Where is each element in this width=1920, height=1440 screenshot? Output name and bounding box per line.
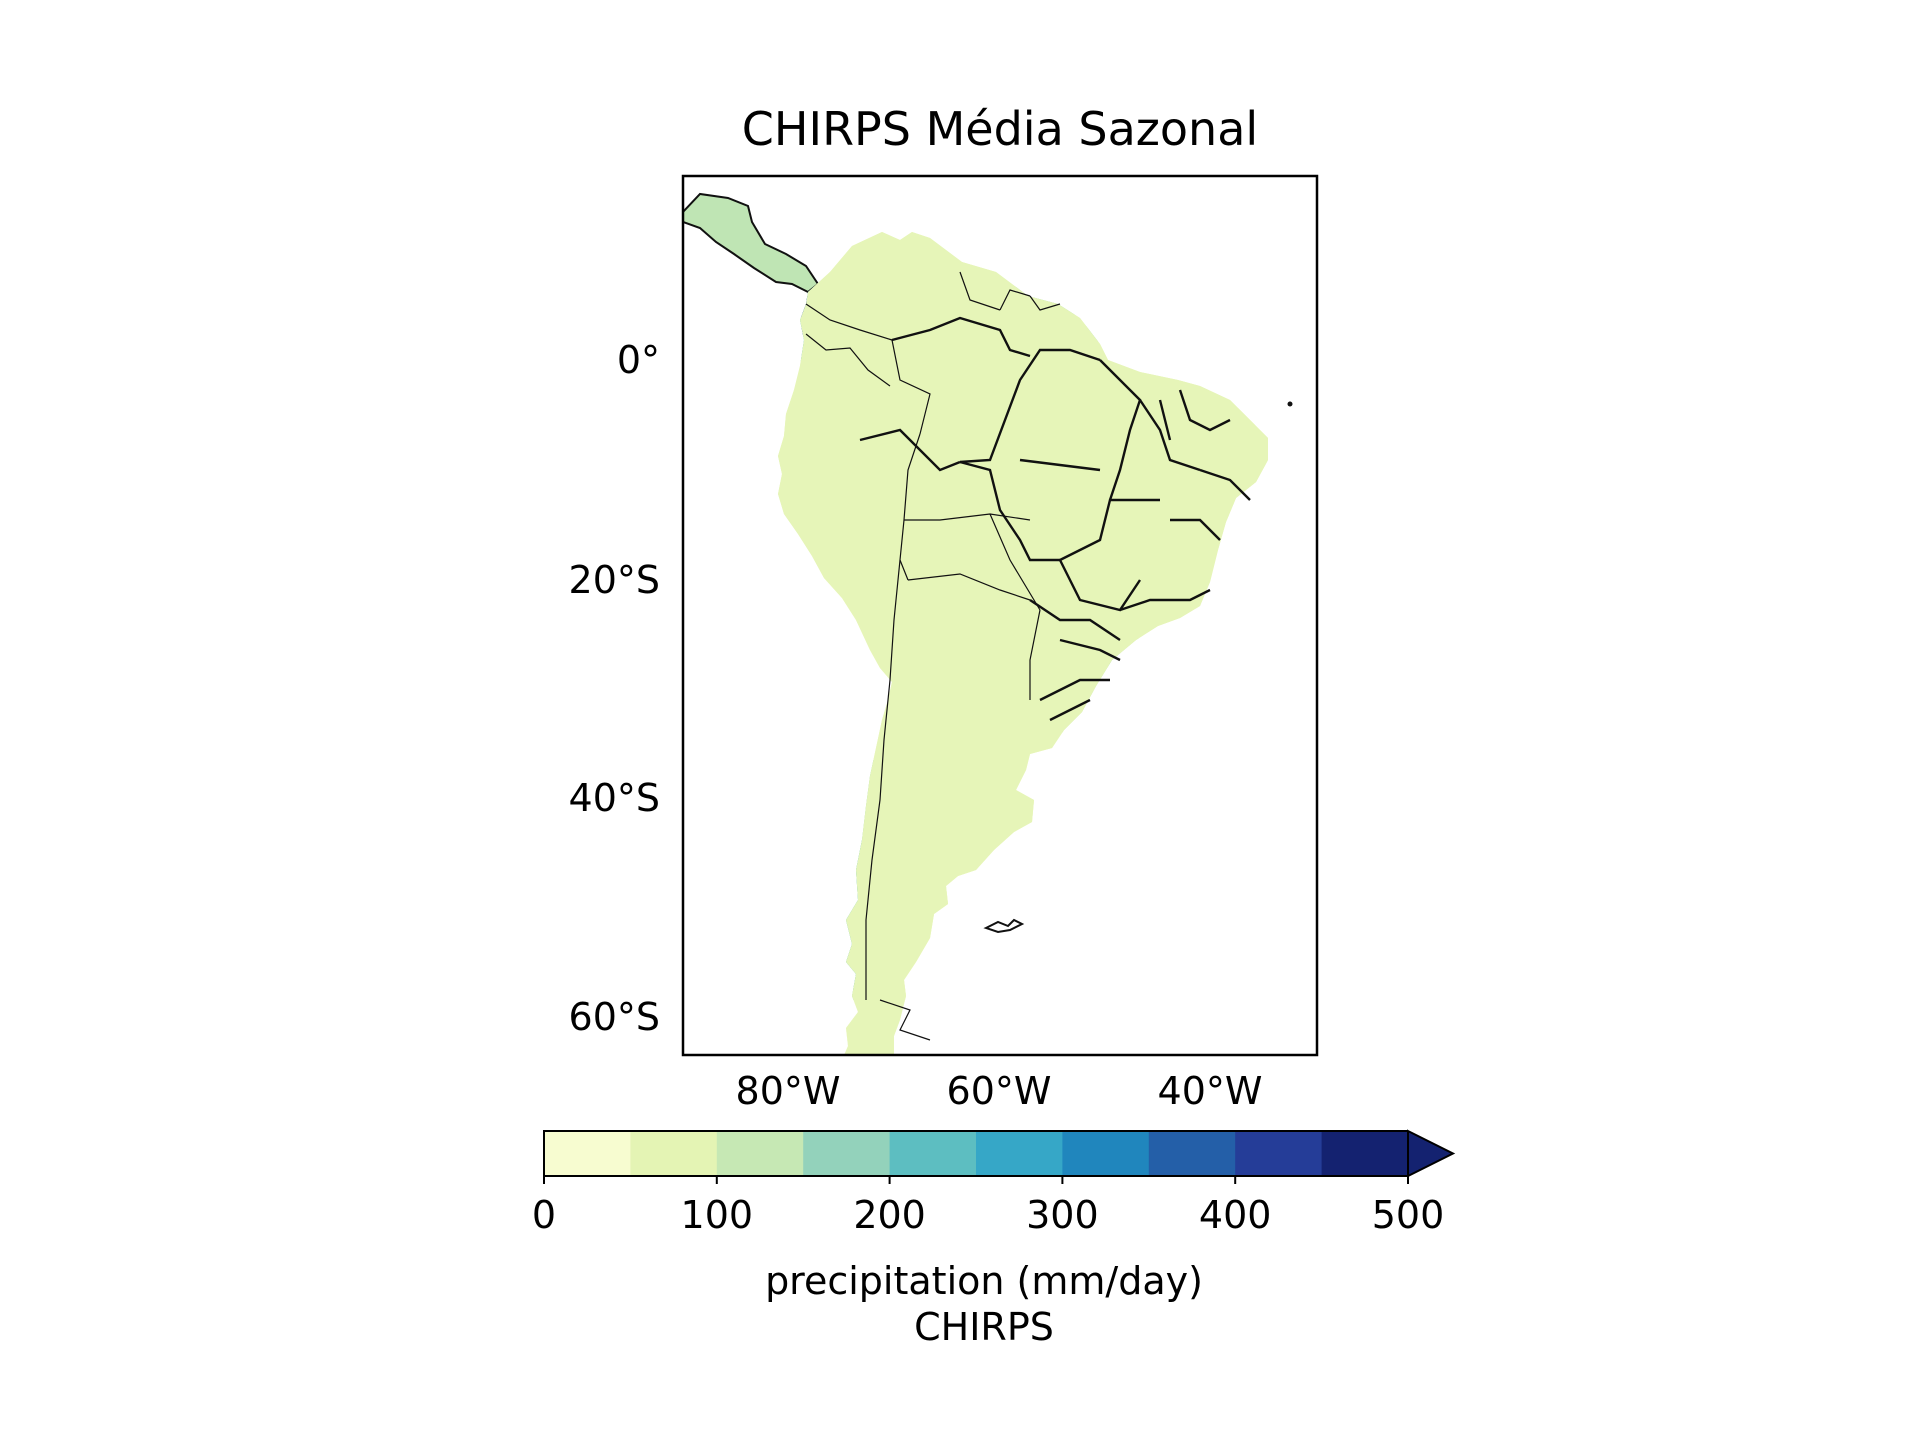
lon-label-40w: 40°W xyxy=(1158,1069,1263,1113)
colorbar: 0 100 200 300 400 500 xyxy=(532,1129,1456,1237)
colorbar-tick-label: 300 xyxy=(1026,1193,1099,1237)
colorbar-tick-label: 500 xyxy=(1372,1193,1445,1237)
longitude-axis: 80°W 60°W 40°W xyxy=(736,1069,1263,1113)
colorbar-extend-arrow xyxy=(1407,1129,1456,1178)
falkland-islands xyxy=(983,918,1025,934)
colorbar-frame xyxy=(543,1130,1408,1177)
lat-label-0: 0° xyxy=(617,338,660,382)
colorbar-segment xyxy=(803,1131,891,1176)
colorbar-segment xyxy=(716,1131,804,1176)
colorbar-label: precipitation (mm/day) xyxy=(765,1259,1203,1303)
colorbar-sublabel: CHIRPS xyxy=(914,1305,1054,1349)
map-title: CHIRPS Média Sazonal xyxy=(742,102,1258,156)
colorbar-tick-label: 200 xyxy=(853,1193,926,1237)
colorbar-segment xyxy=(630,1131,718,1176)
latitude-axis: 0° 20°S 40°S 60°S xyxy=(569,338,660,1039)
colorbar-tick-label: 400 xyxy=(1199,1193,1272,1237)
colorbar-segment xyxy=(1235,1131,1323,1176)
colorbar-segment xyxy=(1321,1131,1409,1176)
lon-label-80w: 80°W xyxy=(736,1069,841,1113)
colorbar-segment xyxy=(1148,1131,1236,1176)
colorbar-tick-label: 100 xyxy=(681,1193,754,1237)
country-borders xyxy=(805,271,1061,1041)
lat-label-60s: 60°S xyxy=(569,995,660,1039)
colorbar-segment xyxy=(544,1131,631,1176)
lat-label-20s: 20°S xyxy=(569,558,660,602)
state-borders xyxy=(859,316,1251,722)
lon-label-60w: 60°W xyxy=(947,1069,1052,1113)
colorbar-segment xyxy=(1062,1131,1150,1176)
colorbar-segment xyxy=(976,1131,1063,1176)
lat-label-40s: 40°S xyxy=(569,776,660,820)
map-area xyxy=(683,176,1317,1055)
colorbar-tick-label: 0 xyxy=(532,1193,556,1237)
map-frame xyxy=(681,174,1319,1057)
colorbar-segment xyxy=(889,1131,977,1176)
